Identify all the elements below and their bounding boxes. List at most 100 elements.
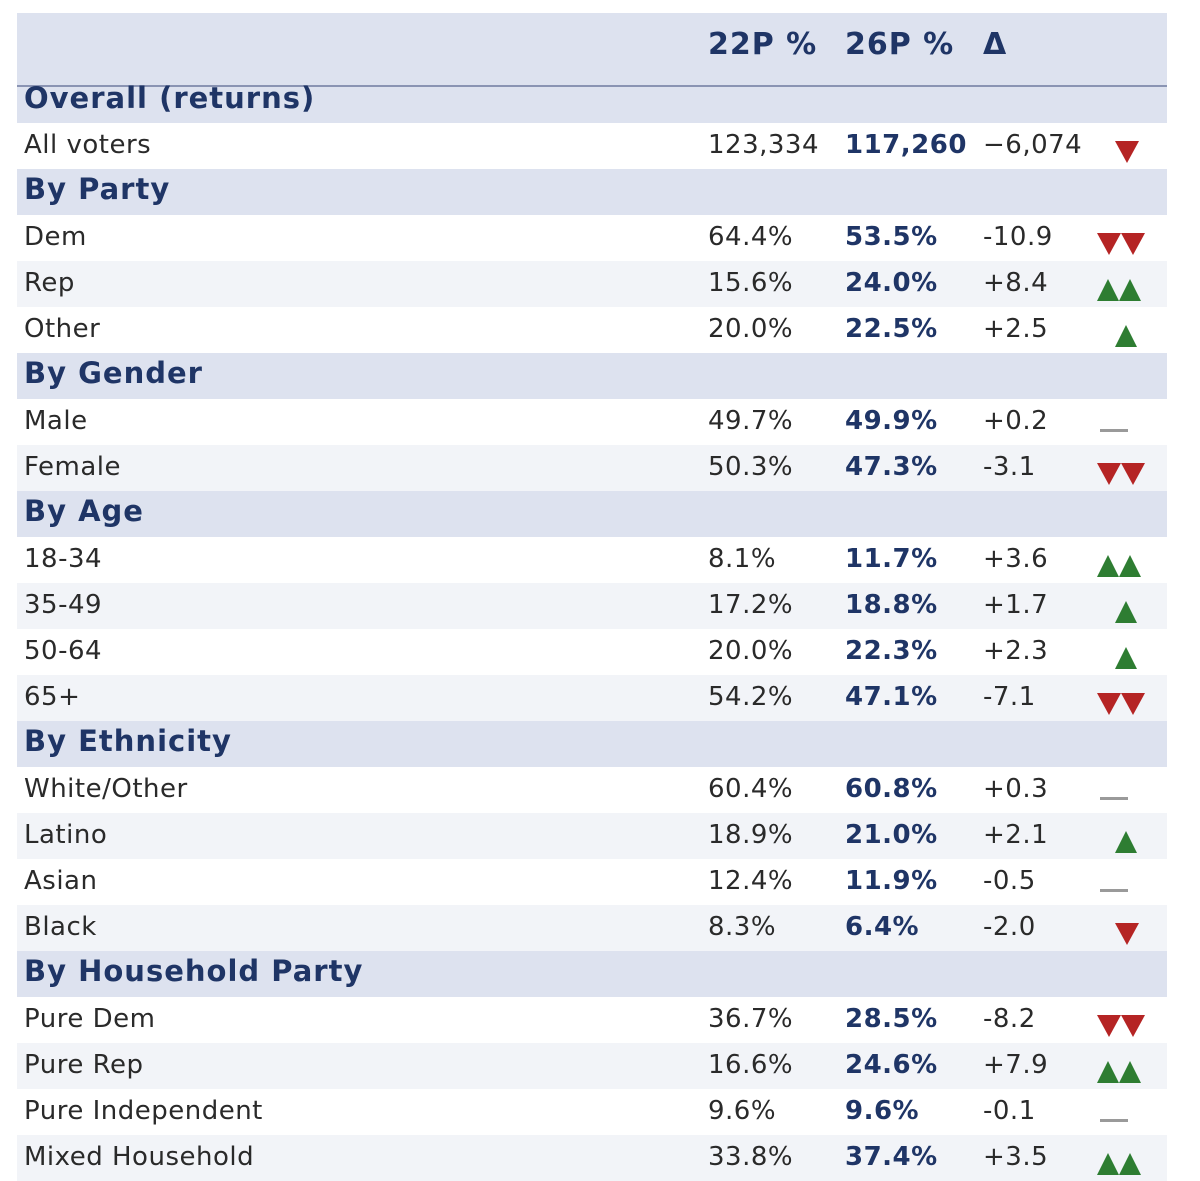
row-label: Black	[24, 912, 97, 942]
value-delta: +1.7	[983, 590, 1049, 620]
change-indicator	[1097, 141, 1165, 165]
change-indicator	[1097, 877, 1147, 901]
change-indicator	[1097, 693, 1147, 717]
change-indicator	[1097, 279, 1147, 303]
table-row: White/Other 60.4% 60.8% +0.3	[17, 767, 1167, 813]
section-header: By Gender	[17, 353, 1167, 399]
table-row: 35-49 17.2% 18.8% +1.7	[17, 583, 1167, 629]
row-label: All voters	[24, 130, 152, 160]
down-triangle-icon	[1097, 463, 1121, 485]
up-triangle-icon	[1097, 279, 1119, 301]
value-26p: 11.7%	[845, 544, 938, 574]
table-row: 50-64 20.0% 22.3% +2.3	[17, 629, 1167, 675]
row-label: 50-64	[24, 636, 103, 666]
value-22p: 8.3%	[708, 912, 777, 942]
value-22p: 8.1%	[708, 544, 777, 574]
value-26p: 28.5%	[845, 1004, 938, 1034]
down-triangle-icon	[1097, 693, 1121, 715]
up-triangle-icon	[1115, 647, 1137, 669]
change-indicator	[1097, 417, 1147, 441]
row-label: 65+	[24, 682, 81, 712]
table-row: 65+ 54.2% 47.1% -7.1	[17, 675, 1167, 721]
value-delta: +0.2	[983, 406, 1049, 436]
value-delta: −6,074	[983, 130, 1083, 160]
change-indicator	[1097, 555, 1147, 579]
section-header: By Age	[17, 491, 1167, 537]
change-indicator	[1097, 1107, 1147, 1131]
value-22p: 36.7%	[708, 1004, 794, 1034]
change-indicator	[1097, 785, 1147, 809]
value-22p: 64.4%	[708, 222, 794, 252]
value-delta: +2.5	[983, 314, 1049, 344]
section-header: By Ethnicity	[17, 721, 1167, 767]
row-label: White/Other	[24, 774, 188, 804]
value-delta: +3.5	[983, 1142, 1049, 1172]
change-indicator	[1097, 601, 1165, 625]
value-26p: 18.8%	[845, 590, 938, 620]
value-26p: 60.8%	[845, 774, 938, 804]
value-delta: -2.0	[983, 912, 1036, 942]
table-row: Black 8.3% 6.4% -2.0	[17, 905, 1167, 951]
change-indicator	[1097, 1153, 1147, 1177]
row-label: 18-34	[24, 544, 103, 574]
no-change-dash-icon	[1100, 797, 1128, 800]
value-22p: 15.6%	[708, 268, 794, 298]
down-triangle-icon	[1097, 1015, 1121, 1037]
value-delta: +2.3	[983, 636, 1049, 666]
section-title: Overall (returns)	[24, 81, 316, 115]
value-26p: 49.9%	[845, 406, 938, 436]
table-row: Rep 15.6% 24.0% +8.4	[17, 261, 1167, 307]
value-22p: 49.7%	[708, 406, 794, 436]
up-triangle-icon	[1115, 831, 1137, 853]
no-change-dash-icon	[1100, 429, 1128, 432]
value-delta: -0.5	[983, 866, 1036, 896]
up-triangle-icon	[1119, 555, 1141, 577]
value-26p: 22.3%	[845, 636, 938, 666]
value-22p: 54.2%	[708, 682, 794, 712]
no-change-dash-icon	[1100, 1119, 1128, 1122]
down-triangle-icon	[1097, 233, 1121, 255]
section-header: By Party	[17, 169, 1167, 215]
row-label: Female	[24, 452, 122, 482]
change-indicator	[1097, 647, 1165, 671]
down-triangle-icon	[1115, 923, 1139, 945]
section-title: By Household Party	[24, 954, 364, 988]
row-label: Dem	[24, 222, 87, 252]
change-indicator	[1097, 923, 1165, 947]
change-indicator	[1097, 1015, 1147, 1039]
section-title: By Ethnicity	[24, 724, 232, 758]
value-26p: 47.1%	[845, 682, 938, 712]
row-label: Rep	[24, 268, 75, 298]
value-delta: +7.9	[983, 1050, 1049, 1080]
value-delta: -3.1	[983, 452, 1036, 482]
value-26p: 6.4%	[845, 912, 920, 942]
value-delta: -0.1	[983, 1096, 1036, 1126]
value-26p: 11.9%	[845, 866, 938, 896]
up-triangle-icon	[1097, 1061, 1119, 1083]
value-22p: 33.8%	[708, 1142, 794, 1172]
table-row: Mixed Household 33.8% 37.4% +3.5	[17, 1135, 1167, 1181]
table-header: 22P % 26P % Δ	[17, 13, 1167, 87]
no-change-dash-icon	[1100, 889, 1128, 892]
table-row: Other 20.0% 22.5% +2.5	[17, 307, 1167, 353]
row-label: Pure Independent	[24, 1096, 263, 1126]
value-delta: +0.3	[983, 774, 1049, 804]
value-22p: 12.4%	[708, 866, 794, 896]
column-header-22p: 22P %	[708, 27, 818, 62]
value-22p: 123,334	[708, 130, 820, 160]
value-22p: 9.6%	[708, 1096, 777, 1126]
up-triangle-icon	[1119, 1061, 1141, 1083]
table-row: Male 49.7% 49.9% +0.2	[17, 399, 1167, 445]
change-indicator	[1097, 233, 1147, 257]
row-label: Other	[24, 314, 101, 344]
up-triangle-icon	[1119, 279, 1141, 301]
row-label: 35-49	[24, 590, 103, 620]
down-triangle-icon	[1121, 1015, 1145, 1037]
value-26p: 24.0%	[845, 268, 938, 298]
change-indicator	[1097, 463, 1147, 487]
change-indicator	[1097, 325, 1165, 349]
down-triangle-icon	[1121, 693, 1145, 715]
section-header: Overall (returns)	[17, 81, 1167, 123]
section-title: By Age	[24, 494, 144, 528]
value-22p: 20.0%	[708, 636, 794, 666]
